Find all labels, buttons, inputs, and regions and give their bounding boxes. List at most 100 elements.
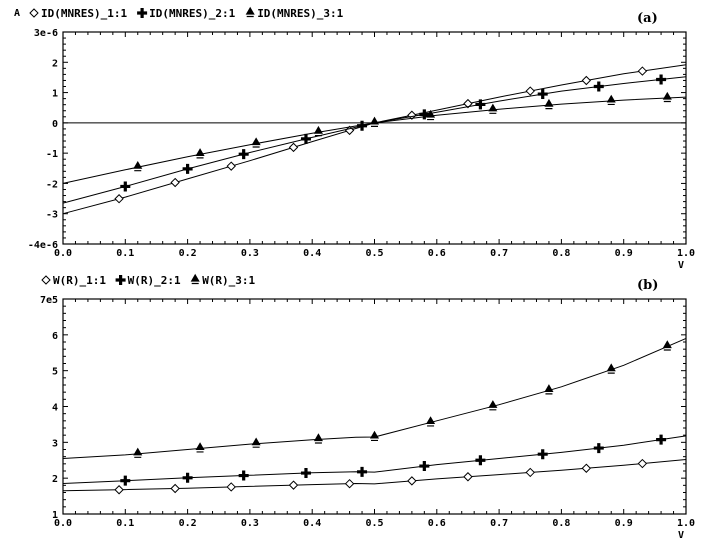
y-tick-label: -1 [46,149,58,160]
data-point-triangle [662,340,672,351]
series-line [62,96,687,184]
data-point-plus [120,181,131,192]
legend-marker-triangle [190,273,200,285]
data-point-diamond [463,98,473,109]
data-point-triangle [426,416,436,427]
y-tick-label: 3e-6 [34,28,58,39]
legend-marker-plus [115,275,126,285]
series-1 [62,458,687,495]
data-point-diamond [114,194,124,204]
data-point-diamond [525,86,535,96]
series-line [62,76,687,204]
data-point-triangle [195,442,205,453]
x-tick-label: 0.1 [116,248,134,259]
x-tick-label: 0.2 [179,518,197,529]
x-tick-label: 0.8 [552,248,570,259]
x-tick-label: 0.4 [303,248,321,259]
y-tick-label: -3 [46,210,58,221]
x-tick-label: 0.0 [54,518,72,529]
y-tick-label: 5 [52,367,58,378]
data-point-triangle [662,91,672,103]
plot-frame [62,298,687,515]
data-point-triangle [195,148,205,159]
data-point-plus [357,120,368,131]
legend-label: ID(MNRES)_1:1 [41,7,127,20]
legend-label: ID(MNRES)_2:1 [149,7,235,20]
x-tick-label: 0.6 [428,248,446,259]
data-point-diamond [288,480,299,490]
x-tick-label: 0.3 [241,248,259,259]
legend-label: ID(MNRES)_3:1 [257,7,343,20]
data-point-plus [120,475,131,486]
legend-entry: W(R)_1:1 [41,274,106,287]
y-tick-label: 2 [52,58,58,69]
y-tick-label: 0 [52,119,58,130]
data-point-plus [300,468,311,479]
legend-marker-triangle [245,6,255,18]
data-point-diamond [226,482,236,492]
panel-label: (b) [637,278,658,293]
data-point-triangle [313,125,323,137]
data-point-diamond [463,472,473,482]
panel-label: (a) [637,11,658,26]
data-point-plus [182,163,193,174]
y-tick-label: 1 [52,510,58,521]
data-point-plus [182,472,193,483]
x-tick-label: 0.5 [365,518,383,529]
data-point-diamond [525,467,535,478]
x-tick-label: 0.3 [241,518,259,529]
legend-entry: ID(MNRES)_2:1 [137,7,236,20]
data-point-triangle [606,94,616,106]
x-tick-label: 1.0 [677,248,695,259]
data-point-triangle [133,447,143,458]
y-tick-label: 3 [52,438,58,449]
legend-marker-plus [137,8,148,18]
data-point-plus [419,461,430,472]
data-point-plus [656,74,667,85]
data-point-plus [357,466,368,477]
x-tick-label: 0.7 [490,248,508,259]
data-point-diamond [637,458,648,469]
data-point-plus [300,133,311,144]
data-point-plus [238,470,249,481]
series-2 [62,74,687,204]
data-point-plus [656,434,667,445]
y-tick-label: 2 [52,474,58,485]
legend-marker-diamond [41,275,51,285]
x-tick-label: 0.2 [179,248,197,259]
data-point-diamond [114,485,124,495]
legend-entry: ID(MNRES)_1:1 [29,7,127,20]
chart-panel-a: 0.0 0.1 0.2 0.3 0.4 0.5 0.6 0.7 0.8 0.9 1.0 3e-6 2 1 0… [14,6,695,271]
data-point-diamond [581,75,592,86]
x-tick-label: 0.5 [365,248,383,259]
data-point-triangle [133,161,143,172]
y-tick-label: 4 [52,403,58,414]
x-tick-label: 0.0 [54,248,72,259]
y-axis-label: A [14,8,20,19]
data-point-triangle [544,98,554,110]
data-point-triangle [488,400,498,411]
data-point-plus [537,89,548,100]
data-point-triangle [251,437,261,448]
x-tick-label: 0.9 [615,518,633,529]
series-3 [62,91,687,184]
x-tick-label: 0.1 [116,518,134,529]
data-point-diamond [637,66,648,76]
x-axis-label: V [678,530,684,540]
data-point-plus [537,449,548,460]
plot-frame [62,31,687,245]
x-axis-label: V [678,260,684,271]
legend-entry: W(R)_3:1 [190,273,256,287]
data-point-plus [475,99,486,110]
y-tick-label: 1 [52,89,58,100]
data-point-triangle [369,116,380,127]
legend-entry: ID(MNRES)_3:1 [245,6,344,20]
series-2 [62,434,687,486]
data-point-diamond [288,142,299,153]
y-tick-label: 7e5 [40,295,58,306]
data-point-plus [238,149,249,160]
x-tick-label: 1.0 [677,518,695,529]
data-point-triangle [369,430,380,442]
x-tick-label: 0.4 [303,518,321,529]
